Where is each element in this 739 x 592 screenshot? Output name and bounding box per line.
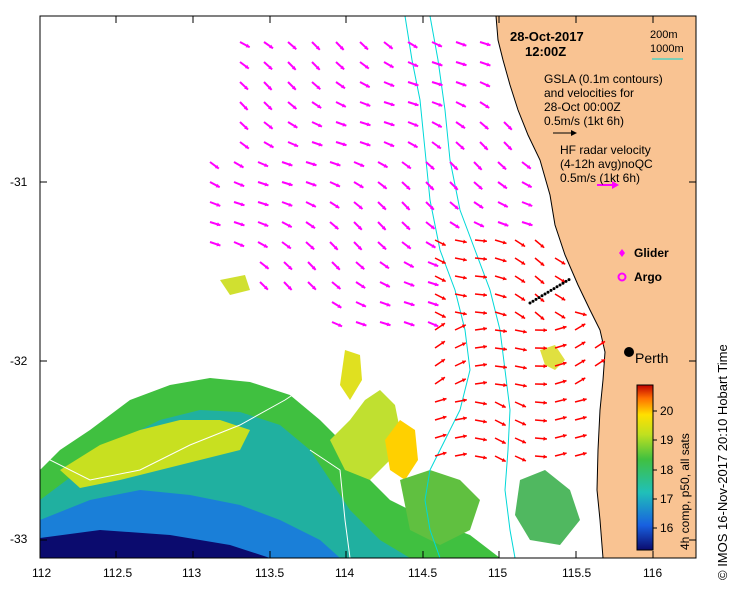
hf-scale-arrowhead — [612, 181, 619, 189]
y-tick-31: -31 — [10, 175, 28, 189]
glider-label: Glider — [634, 246, 669, 260]
map-time: 12:00Z — [525, 44, 567, 59]
colorbar — [636, 384, 654, 551]
depth-legend-1000: 1000m — [650, 43, 684, 55]
x-tick-112-5: 112.5 — [103, 566, 133, 580]
cb-tick-18: 18 — [660, 463, 674, 477]
x-tick-115-5: 115.5 — [562, 566, 592, 580]
gsla-legend-scale: 0.5m/s (1kt 6h) — [544, 114, 625, 128]
perth-label: Perth — [635, 350, 669, 366]
perth-marker — [624, 347, 634, 357]
gsla-scale-arrowhead — [571, 130, 577, 136]
x-tick-114: 114 — [335, 566, 355, 580]
plot-frame — [39, 15, 697, 559]
glider-legend-icon — [619, 249, 625, 257]
x-tick-116: 116 — [643, 566, 663, 580]
colorbar-title: 4h comp, p50, all sats — [678, 433, 692, 550]
cb-tick-16: 16 — [660, 521, 674, 535]
gsla-legend-line1: GSLA (0.1m contours) — [544, 72, 663, 86]
axis-ticks — [39, 16, 696, 558]
hf-legend-line1: HF radar velocity — [560, 143, 651, 157]
gsla-contour — [40, 389, 351, 558]
sst-field — [40, 275, 580, 558]
hf-radar-arrows — [209, 41, 533, 328]
gsla-arrows — [434, 238, 606, 463]
hf-legend-line2: (4-12h avg)noQC — [560, 157, 653, 171]
depth-legend-200: 200m — [650, 29, 678, 41]
x-tick-113-5: 113.5 — [255, 566, 285, 580]
hf-legend-scale: 0.5m/s (1kt 6h) — [560, 171, 641, 185]
x-tick-114-5: 114.5 — [408, 566, 438, 580]
argo-legend-icon — [617, 272, 627, 282]
argo-label: Argo — [634, 270, 662, 284]
x-tick-112: 112 — [32, 566, 52, 580]
x-tick-115: 115 — [488, 566, 508, 580]
gsla-legend-line2: and velocities for — [544, 86, 635, 100]
x-tick-113: 113 — [182, 566, 202, 580]
y-tick-32: -32 — [10, 354, 28, 368]
cb-tick-20: 20 — [660, 404, 674, 418]
cb-tick-19: 19 — [660, 433, 674, 447]
y-tick-33: -33 — [10, 532, 28, 546]
isobaths — [404, 16, 516, 558]
cb-tick-17: 17 — [660, 492, 674, 506]
credit-text: © IMOS 16-Nov-2017 20:10 Hobart Time — [715, 344, 730, 580]
glider-track — [528, 278, 571, 305]
colorbar-ticks — [653, 410, 657, 529]
map-date: 28-Oct-2017 — [510, 29, 584, 44]
gsla-legend-line3: 28-Oct 00:00Z — [544, 100, 621, 114]
